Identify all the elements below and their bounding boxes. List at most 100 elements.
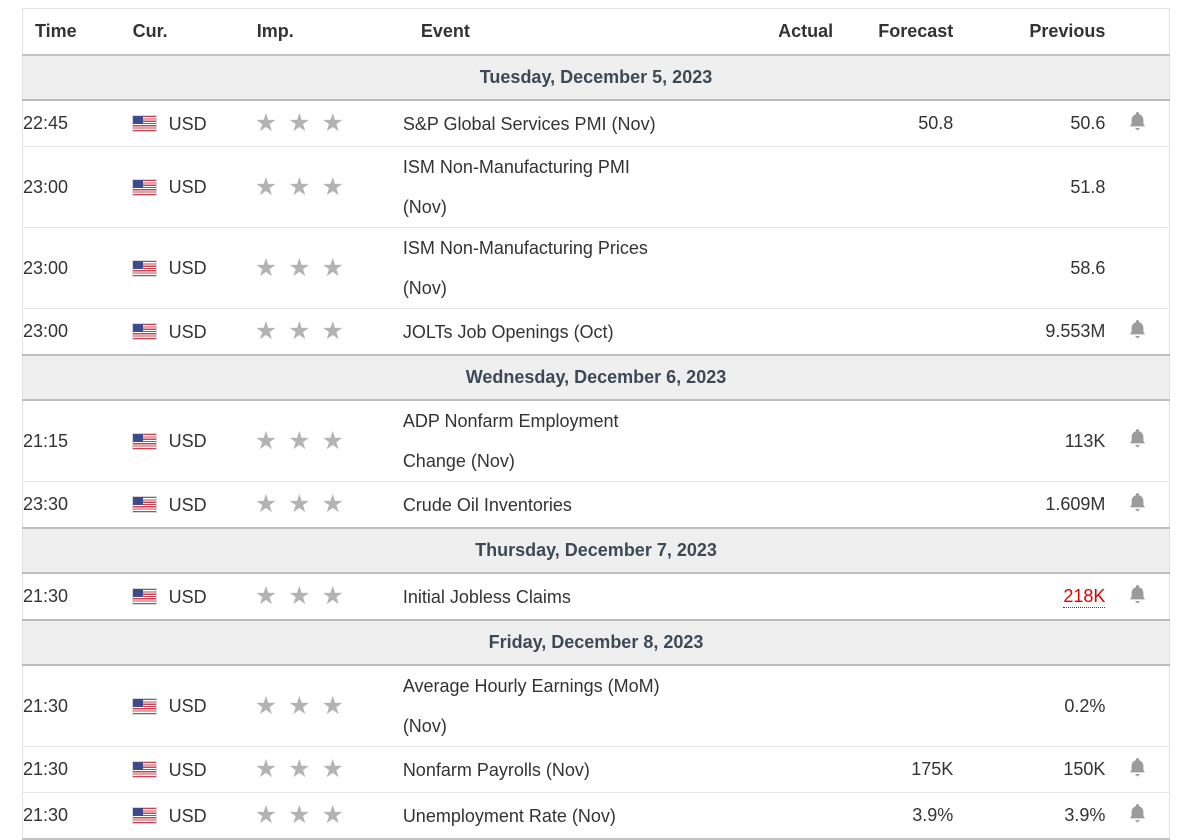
us-flag-icon [132, 808, 156, 824]
event-link[interactable]: JOLTs Job Openings (Oct) [403, 312, 733, 352]
actual-value [733, 99, 834, 147]
currency-cell: USD [132, 99, 255, 147]
event-link[interactable]: ADP Nonfarm Employment Change (Nov) [403, 401, 733, 481]
us-flag-icon [132, 497, 156, 513]
previous-value: 113K [953, 399, 1106, 482]
previous-value-alert[interactable]: 218K [1063, 586, 1106, 608]
importance-stars: ★ ★ ★ [254, 99, 403, 147]
event-name-line: ADP Nonfarm Employment [402, 411, 619, 431]
event-link[interactable]: Nonfarm Payrolls (Nov) [403, 750, 733, 790]
event-cell: ISM Non-Manufacturing PMI (Nov) [402, 146, 734, 228]
currency-cell: USD [132, 146, 255, 228]
event-row: 21:30 USD ★ ★ ★ Initial Jobless Claims 218K [22, 572, 1170, 620]
forecast-value [833, 308, 954, 355]
star-icon: ★ [288, 172, 311, 201]
star-icon: ★ [321, 490, 344, 518]
event-time: 21:30 [22, 572, 133, 620]
importance-stars: ★ ★ ★ [254, 792, 403, 839]
alert-cell [1105, 572, 1170, 620]
previous-value: 9.553M [953, 308, 1106, 355]
us-flag-icon [132, 433, 156, 449]
alert-cell [1105, 99, 1170, 147]
bell-icon[interactable] [1129, 584, 1145, 604]
importance-stars: ★ ★ ★ [254, 308, 403, 355]
actual-value [733, 792, 834, 839]
column-header-event: Event [402, 8, 734, 56]
currency-cell: USD [132, 746, 255, 793]
currency-cell: USD [132, 664, 255, 747]
bell-icon[interactable] [1129, 319, 1145, 339]
event-row: 23:00 USD ★ ★ ★ JOLTs Job Openings (Oct) 9.553… [22, 308, 1170, 355]
us-flag-icon [132, 762, 156, 778]
event-time: 21:30 [22, 792, 133, 839]
importance-stars: ★ ★ ★ [254, 572, 403, 620]
event-name-line: S&P Global Services PMI (Nov) [402, 113, 656, 134]
star-icon: ★ [321, 109, 344, 137]
actual-value [733, 146, 834, 228]
date-header-row: Wednesday, December 6, 2023 [22, 354, 1170, 401]
event-name-line: ISM Non-Manufacturing Prices [402, 238, 648, 258]
currency-cell: USD [132, 227, 255, 309]
date-header-row: Tuesday, December 5, 2023 [22, 54, 1170, 101]
event-cell: Nonfarm Payrolls (Nov) [402, 746, 734, 793]
event-link[interactable]: S&P Global Services PMI (Nov) [403, 104, 733, 144]
economic-calendar-table: Time Cur. Imp. Event Actual Forecast Pre… [22, 8, 1170, 840]
event-time: 23:00 [22, 227, 133, 309]
star-icon: ★ [288, 426, 311, 455]
date-label: Friday, December 8, 2023 [22, 619, 1170, 666]
alert-cell [1105, 227, 1170, 309]
actual-value [733, 308, 834, 355]
event-link[interactable]: ISM Non-Manufacturing Prices (Nov) [403, 228, 733, 308]
currency-label: USD [168, 695, 207, 716]
date-label: Thursday, December 7, 2023 [22, 527, 1170, 574]
forecast-value [833, 399, 954, 482]
event-row: 21:30 USD ★ ★ ★ Nonfarm Payrolls (Nov) 175K 150… [22, 746, 1170, 793]
us-flag-icon [132, 698, 156, 714]
event-time: 21:15 [22, 399, 133, 482]
event-link[interactable]: ISM Non-Manufacturing PMI (Nov) [403, 147, 733, 227]
importance-stars: ★ ★ ★ [254, 399, 403, 482]
currency-label: USD [168, 430, 207, 451]
us-flag-icon [132, 324, 156, 340]
actual-value [733, 664, 834, 747]
event-name-line: Initial Jobless Claims [402, 586, 571, 607]
star-icon: ★ [288, 490, 311, 518]
event-row: 23:00 USD ★ ★ ★ ISM Non-Manufacturing Prices (… [22, 227, 1170, 309]
event-name-line: Crude Oil Inventories [402, 494, 572, 515]
event-name-line: ISM Non-Manufacturing PMI [402, 157, 630, 177]
event-link[interactable]: Initial Jobless Claims [403, 577, 733, 617]
star-icon: ★ [321, 172, 344, 201]
event-name-line: Nonfarm Payrolls (Nov) [402, 759, 590, 780]
actual-value [733, 746, 834, 793]
alert-cell [1105, 664, 1170, 747]
alert-cell [1105, 792, 1170, 839]
forecast-value: 50.8 [833, 99, 954, 147]
event-time: 21:30 [22, 664, 133, 747]
event-cell: ADP Nonfarm Employment Change (Nov) [402, 399, 734, 482]
bell-icon[interactable] [1129, 111, 1145, 131]
bell-icon[interactable] [1129, 492, 1145, 512]
event-link[interactable]: Unemployment Rate (Nov) [403, 796, 733, 836]
actual-value [733, 481, 834, 528]
event-link[interactable]: Crude Oil Inventories [403, 485, 733, 525]
currency-label: USD [168, 759, 207, 780]
bell-icon[interactable] [1129, 757, 1145, 777]
star-icon: ★ [254, 801, 278, 829]
event-link[interactable]: Average Hourly Earnings (MoM) (Nov) [403, 666, 733, 746]
currency-cell: USD [132, 572, 255, 620]
star-icon: ★ [254, 582, 278, 610]
bell-icon[interactable] [1129, 429, 1145, 448]
previous-value: 150K [953, 746, 1106, 793]
bell-icon[interactable] [1129, 803, 1145, 823]
previous-value: 1.609M [953, 481, 1106, 528]
date-header-row: Thursday, December 7, 2023 [22, 527, 1170, 574]
currency-cell: USD [132, 481, 255, 528]
previous-value: 58.6 [953, 227, 1106, 309]
column-header-previous: Previous [953, 8, 1106, 56]
event-name-line: Unemployment Rate (Nov) [402, 805, 616, 826]
previous-value: 51.8 [953, 146, 1106, 228]
us-flag-icon [132, 589, 156, 605]
actual-value [733, 227, 834, 309]
event-time: 23:00 [22, 308, 133, 355]
star-icon: ★ [254, 490, 278, 518]
